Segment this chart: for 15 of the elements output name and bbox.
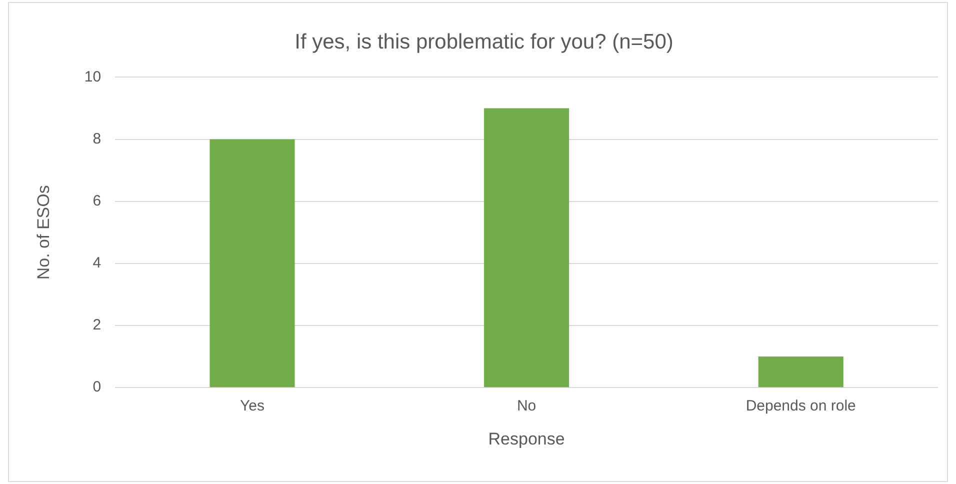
x-tick-label: Yes [240,398,264,415]
y-axis-title: No. of ESOs [34,185,53,280]
y-tick-label: 10 [84,68,102,86]
x-tick-label: No [516,398,536,415]
x-axis-title: Response [488,429,565,448]
chart-title: If yes, is this problematic for you? (n=50) [294,30,674,54]
bar [210,139,295,388]
bar [758,356,844,388]
y-tick-label: 4 [92,254,102,272]
x-tick-label: Depends on role [746,398,856,415]
y-tick-label: 0 [92,378,102,396]
y-tick-label: 2 [92,316,102,334]
y-tick-label: 8 [92,130,102,148]
bar [484,108,570,388]
y-tick-label: 6 [92,192,102,210]
